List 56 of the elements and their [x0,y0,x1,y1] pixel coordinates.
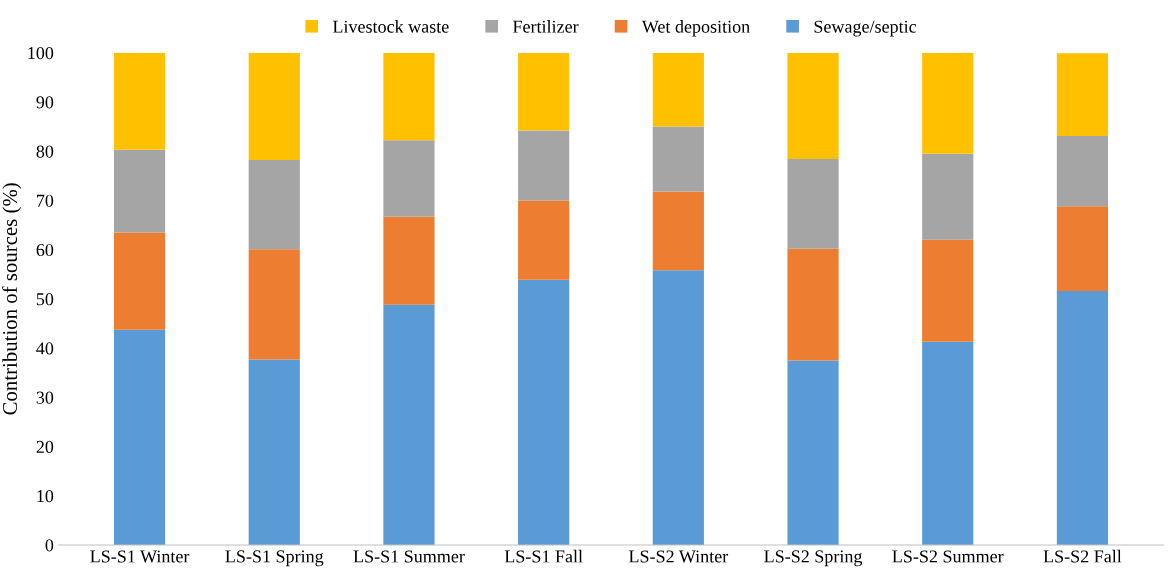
bar [383,304,435,545]
bar [922,239,974,342]
y-tick-label: 40 [36,342,54,355]
y-tick-label: 90 [36,96,54,109]
y-tick-label: 70 [37,194,54,207]
bar [248,160,300,250]
bar [113,329,166,545]
bar [383,216,435,305]
bar [787,159,839,249]
y-tick-label: 20 [36,440,54,453]
x-tick-label: LS-S2 Fall [1043,549,1122,563]
bar [787,52,839,160]
bar [922,52,974,154]
y-tick-label: 30 [36,391,54,404]
bar [518,200,570,280]
legend-label: Livestock waste [332,20,449,33]
bar [383,140,435,217]
bar [652,126,704,192]
bar [922,341,974,545]
x-tick-label: LS-S1 Fall [504,549,583,563]
y-tick-label: 80 [36,145,54,158]
x-tick-label: LS-S1 Summer [353,550,465,563]
x-tick-label: LS-S1 Winter [90,550,190,563]
bar [922,153,974,240]
legend-label: Sewage/septic [814,20,917,37]
bar [113,232,166,330]
legend-label: Wet deposition [641,20,750,37]
bar [1056,135,1109,207]
x-tick-label: LS-S2 Spring [764,550,863,567]
x-tick-label: LS-S1 Spring [225,550,324,567]
bar [113,149,166,233]
bar [248,52,300,161]
y-tick-label: 100 [28,47,54,60]
bar [787,360,839,545]
bar [1056,53,1109,136]
bar [248,359,300,545]
bar [652,52,704,127]
y-tick-label: 60 [36,243,54,257]
x-tick-label: LS-S2 Winter [628,550,729,563]
bar [518,130,570,201]
bar [652,191,704,271]
y-tick-label: 0 [45,539,54,552]
bar [1056,290,1109,545]
bar [383,52,435,141]
y-tick-label: 50 [36,293,54,306]
legend-label: Fertilizer [512,20,579,33]
bar [248,249,300,360]
bar [518,279,570,545]
bar [518,52,570,131]
y-axis-title: Contribution of sources (%) [2,183,22,415]
x-tick-label: LS-S2 Summer [892,550,1004,563]
bar [1056,206,1109,291]
bar [787,248,839,361]
y-tick-label: 10 [37,490,54,503]
bar [652,270,704,545]
bar [113,52,166,150]
